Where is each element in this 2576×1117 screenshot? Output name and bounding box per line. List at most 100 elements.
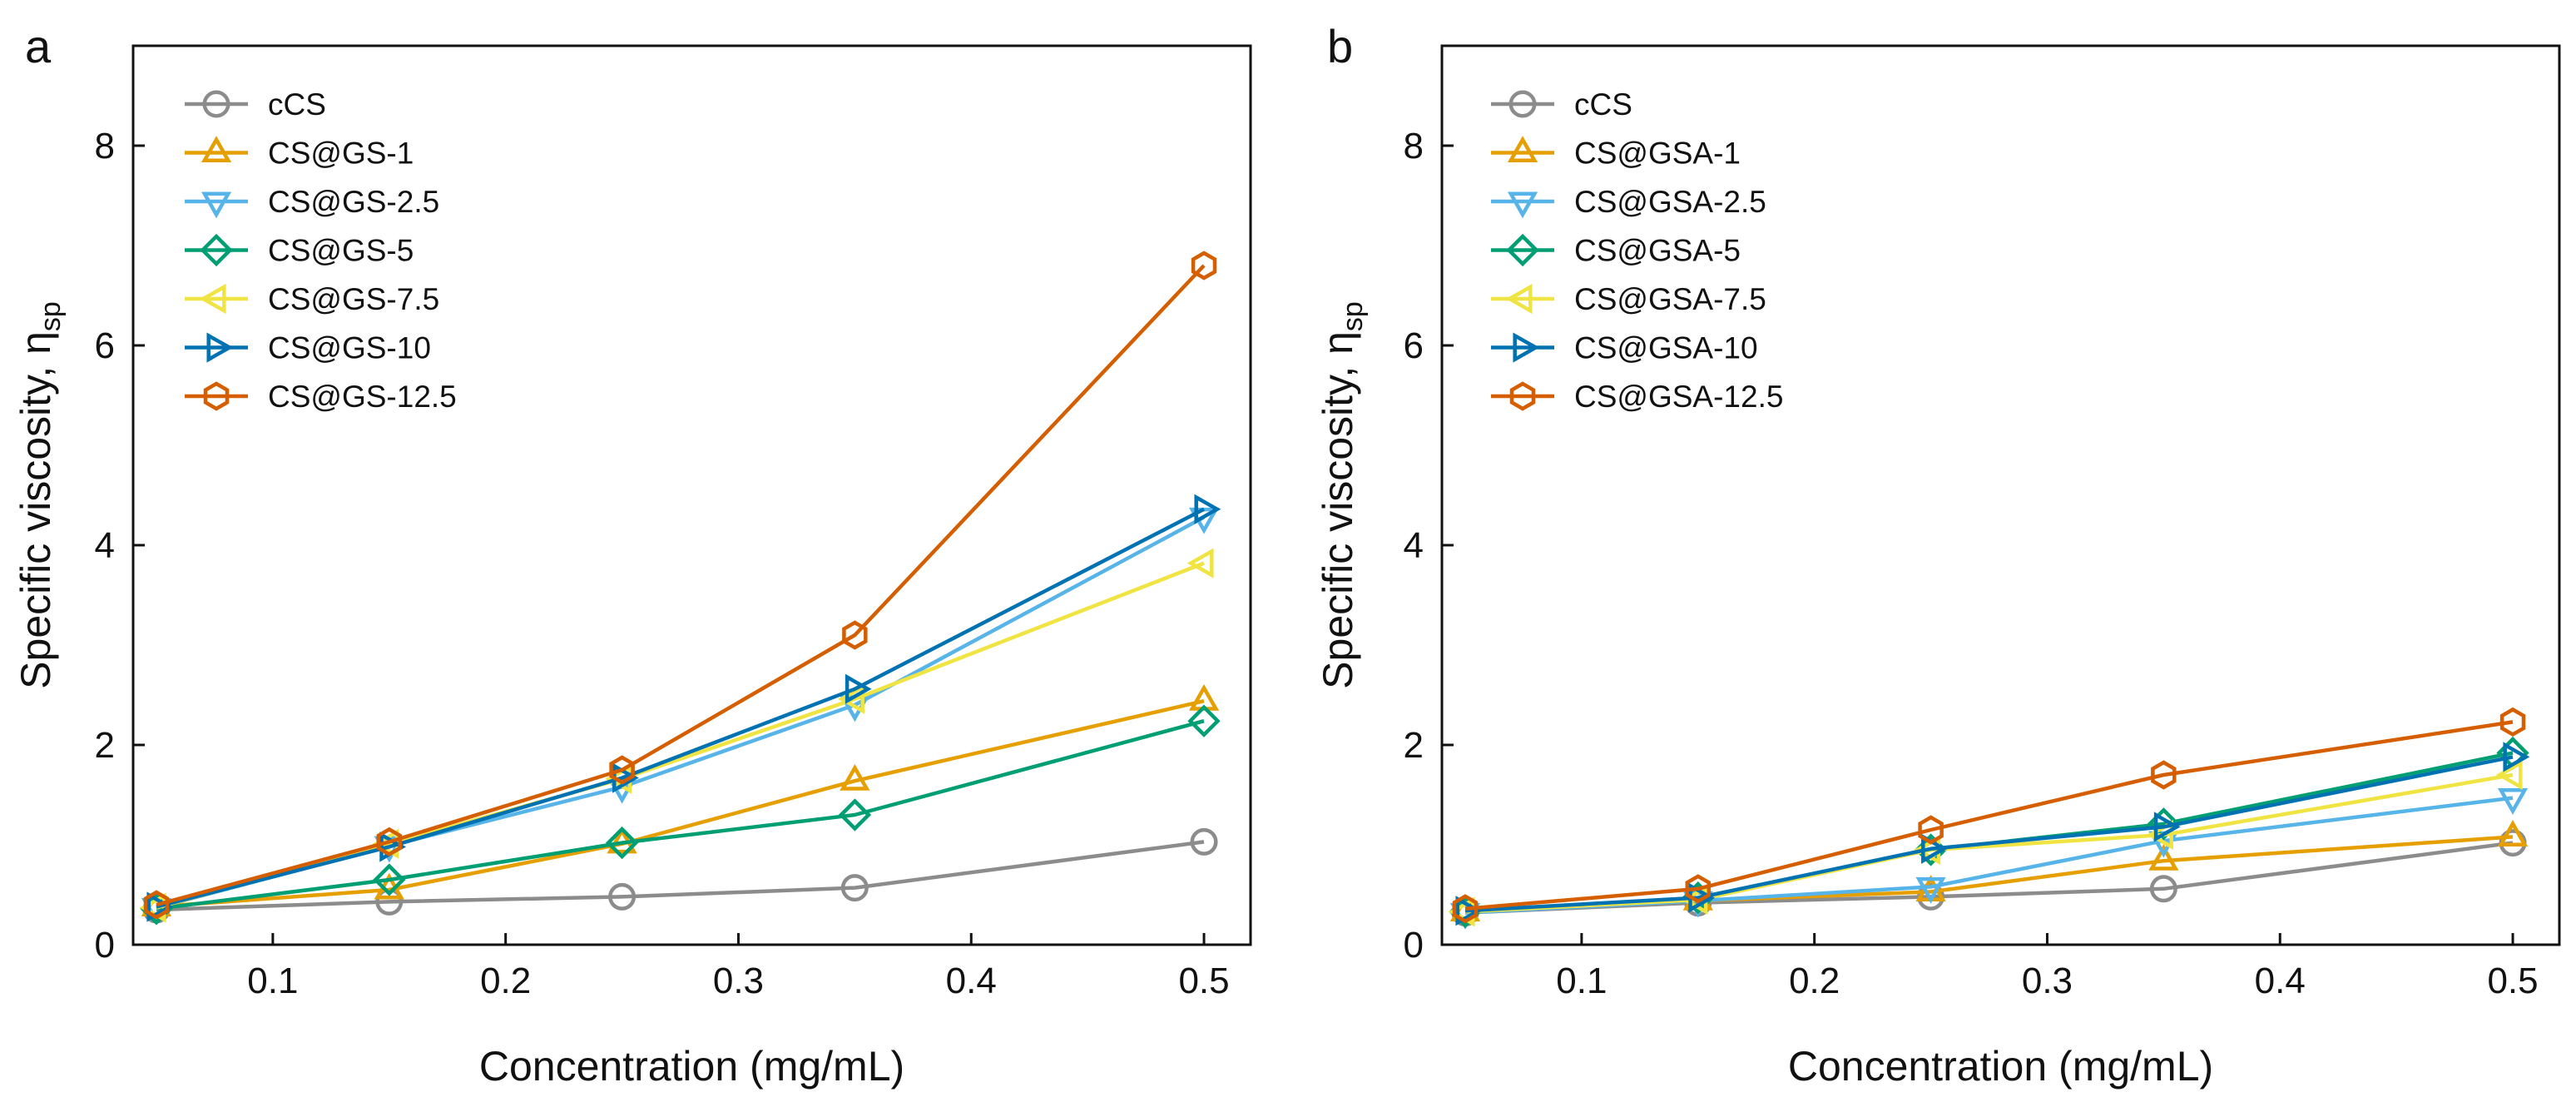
series-line (1464, 720, 2514, 911)
legend-label: CS@GSA-7.5 (1574, 282, 1766, 316)
y-tick-label: 4 (95, 525, 115, 566)
data-point (2149, 875, 2177, 903)
legend-item: CS@GSA-12.5 (1491, 380, 1783, 414)
plot-frame (131, 44, 1252, 946)
legend-label: CS@GSA-2.5 (1574, 185, 1766, 219)
chart-panel-b: b 0.1 0.2 0.3 0.4 0.5 0 2 4 6 8 Concentration (mg/m… (1315, 20, 2561, 1090)
series-CS@GS-12.5 (143, 251, 1217, 920)
legend-marker (1507, 136, 1538, 163)
series-CS@GS-1 (141, 683, 1220, 916)
y-axis-title-subscript: sp (35, 301, 67, 331)
x-tick-label: 0.1 (1556, 961, 1607, 1001)
legend-marker (202, 90, 230, 118)
data-point (1915, 876, 1946, 904)
legend-marker (201, 191, 232, 219)
data-point (1685, 874, 1712, 904)
data-point (840, 874, 869, 902)
x-tick-label: 0.5 (2487, 961, 2538, 1001)
legend-marker (1508, 90, 1537, 118)
legend-label: CS@GSA-12.5 (1574, 380, 1783, 414)
legend-item: CS@GSA-10 (1491, 331, 1758, 365)
legend-item: CS@GS-10 (185, 331, 431, 365)
series-line (156, 719, 1205, 911)
y-tick-label: 4 (1404, 525, 1424, 566)
data-point (840, 763, 870, 791)
data-point (608, 882, 637, 911)
data-point (1455, 896, 1483, 926)
data-point (1194, 494, 1221, 524)
data-point (2495, 759, 2523, 791)
data-point (842, 620, 868, 650)
data-point (2503, 742, 2530, 772)
legend: cCS CS@GS-1 CS@GS-2.5 CS@GS-5 CS@GS-7.5 CS@GS… (185, 87, 457, 414)
series-cCS (142, 827, 1218, 924)
x-tick-label: 0.3 (713, 961, 764, 1001)
data-point (1186, 548, 1214, 578)
series-line (156, 699, 1205, 909)
y-tick-label: 6 (1404, 325, 1424, 366)
data-point (376, 827, 403, 856)
data-point (373, 863, 406, 896)
y-axis-title-main: Specific viscosity, η (12, 331, 59, 689)
y-axis-title: Specific viscosity, ηsp (1315, 301, 1369, 689)
panel-letter: b (1327, 20, 1353, 72)
series-CS@GS-10 (146, 494, 1221, 922)
legend-label: CS@GSA-5 (1574, 234, 1741, 268)
y-tick-label: 6 (95, 325, 115, 366)
data-point (1187, 704, 1221, 737)
data-point (2497, 820, 2529, 846)
y-tick-label: 0 (1404, 925, 1424, 966)
data-point (1918, 815, 1944, 845)
data-point (838, 798, 872, 832)
x-axis-title: Concentration (mg/mL) (1788, 1043, 2213, 1090)
x-tick-label: 0.5 (1178, 961, 1229, 1001)
legend-item: CS@GSA-7.5 (1491, 282, 1766, 316)
panel-letter: a (25, 20, 52, 72)
x-tick-label: 0.4 (946, 961, 997, 1001)
y-tick-label: 8 (95, 126, 115, 166)
legend-item: CS@GSA-2.5 (1491, 185, 1766, 219)
legend-marker (201, 136, 232, 163)
legend-label: CS@GS-10 (268, 331, 431, 365)
chart-panel-a: a 0.1 0.2 0.3 0.4 0.5 0 2 4 6 8 Concentration (mg/m… (12, 20, 1252, 1090)
x-tick-label: 0.2 (480, 961, 531, 1001)
legend-marker (1507, 191, 1538, 219)
legend-item: CS@GS-5 (185, 234, 414, 268)
series-line (156, 840, 1205, 912)
y-axis-title-subscript: sp (1337, 301, 1369, 331)
legend-marker (1509, 381, 1536, 411)
data-point (2148, 843, 2179, 871)
series-line (156, 515, 1206, 910)
legend-label: CS@GSA-10 (1574, 331, 1758, 365)
series-line (156, 507, 1206, 909)
data-point (143, 890, 170, 920)
legend-label: CS@GS-2.5 (268, 185, 439, 219)
series-line (1464, 755, 2514, 913)
legend-item: CS@GS-12.5 (185, 380, 457, 414)
series-CS@GSA-12.5 (1452, 707, 2526, 924)
data-point (2497, 788, 2529, 815)
legend-item: CS@GSA-1 (1491, 136, 1741, 171)
legend-marker (203, 381, 230, 411)
data-point (1191, 251, 1217, 280)
legend-marker (199, 283, 226, 315)
data-point (605, 826, 639, 860)
data-point (838, 683, 864, 714)
y-axis-title-main: Specific viscosity, η (1315, 331, 1361, 689)
series-line (156, 264, 1206, 907)
y-tick-label: 8 (1404, 126, 1424, 166)
legend-label: cCS (1574, 87, 1632, 122)
data-point (146, 891, 174, 922)
legend: cCS CS@GSA-1 CS@GSA-2.5 CS@GSA-5 CS@GSA-7.5 C… (1491, 87, 1783, 414)
series-CS@GS-2.5 (141, 507, 1220, 925)
x-tick-label: 0.2 (1789, 961, 1840, 1001)
legend-item: CS@GS-1 (185, 136, 414, 171)
legend-label: CS@GS-12.5 (268, 380, 457, 414)
data-point (1452, 894, 1479, 924)
legend-marker (1506, 233, 1539, 267)
data-point (2153, 812, 2181, 842)
x-axis-title: Concentration (mg/mL) (479, 1043, 904, 1090)
legend-marker (200, 233, 233, 267)
legend-marker (206, 332, 234, 363)
